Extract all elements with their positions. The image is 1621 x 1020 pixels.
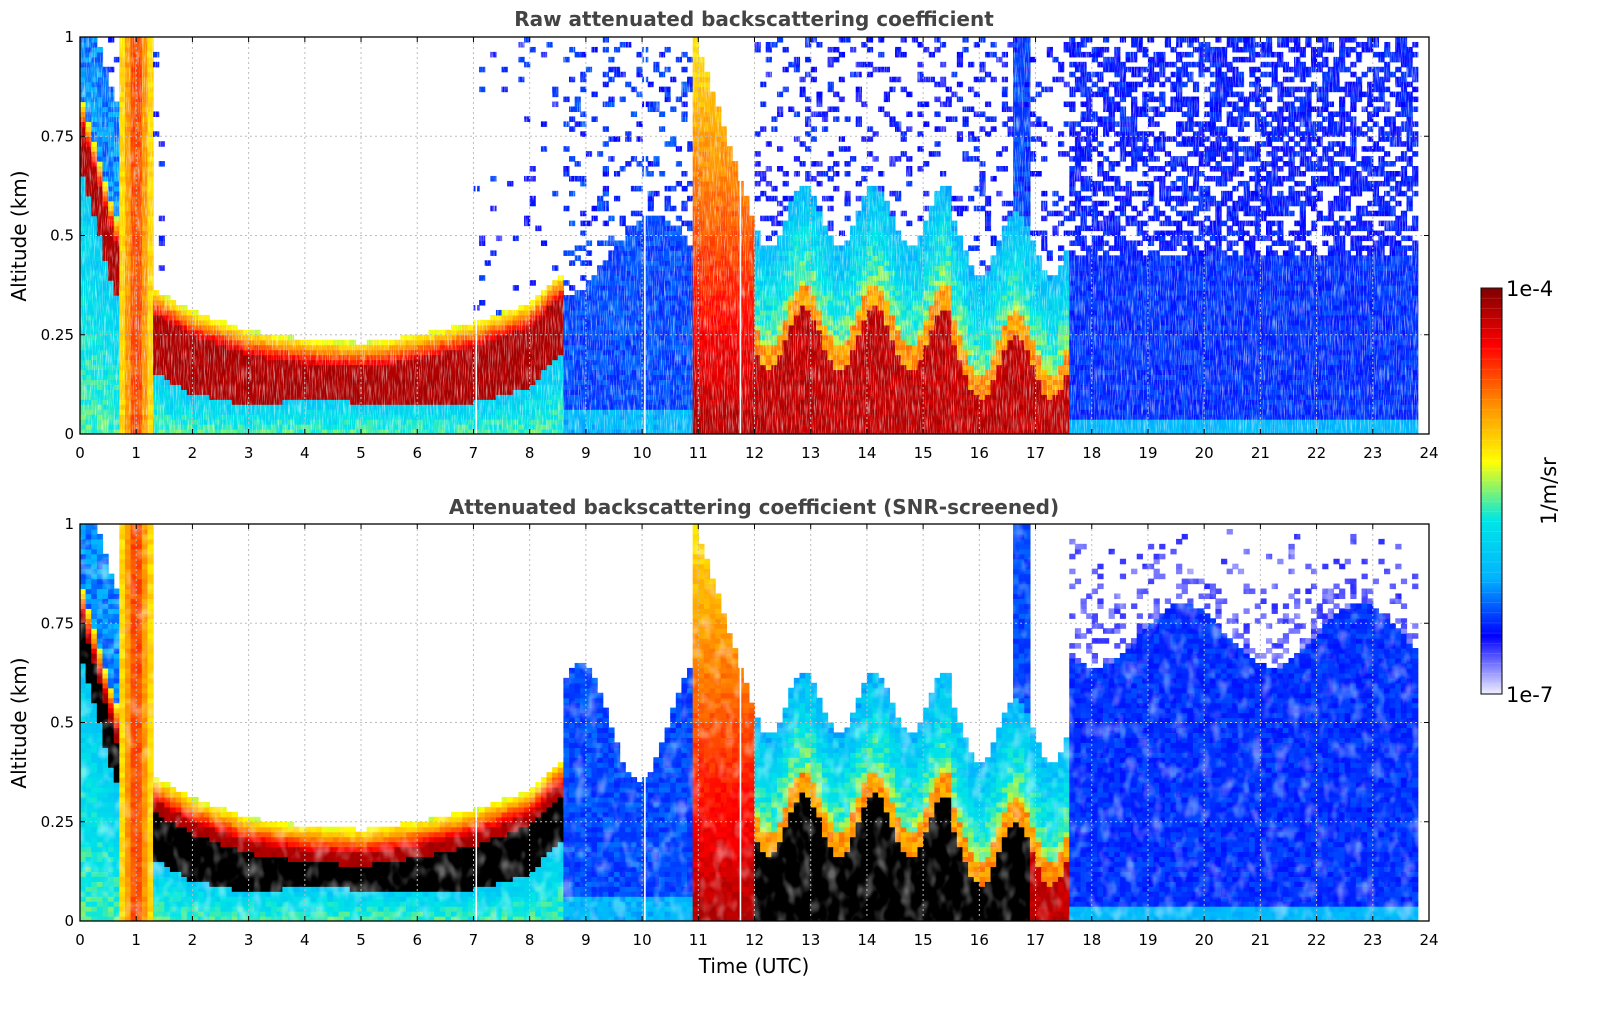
panel-title: Raw attenuated backscattering coefficien… (514, 7, 994, 31)
raw-backscatter-panel: Raw attenuated backscattering coefficien… (7, 7, 1439, 462)
